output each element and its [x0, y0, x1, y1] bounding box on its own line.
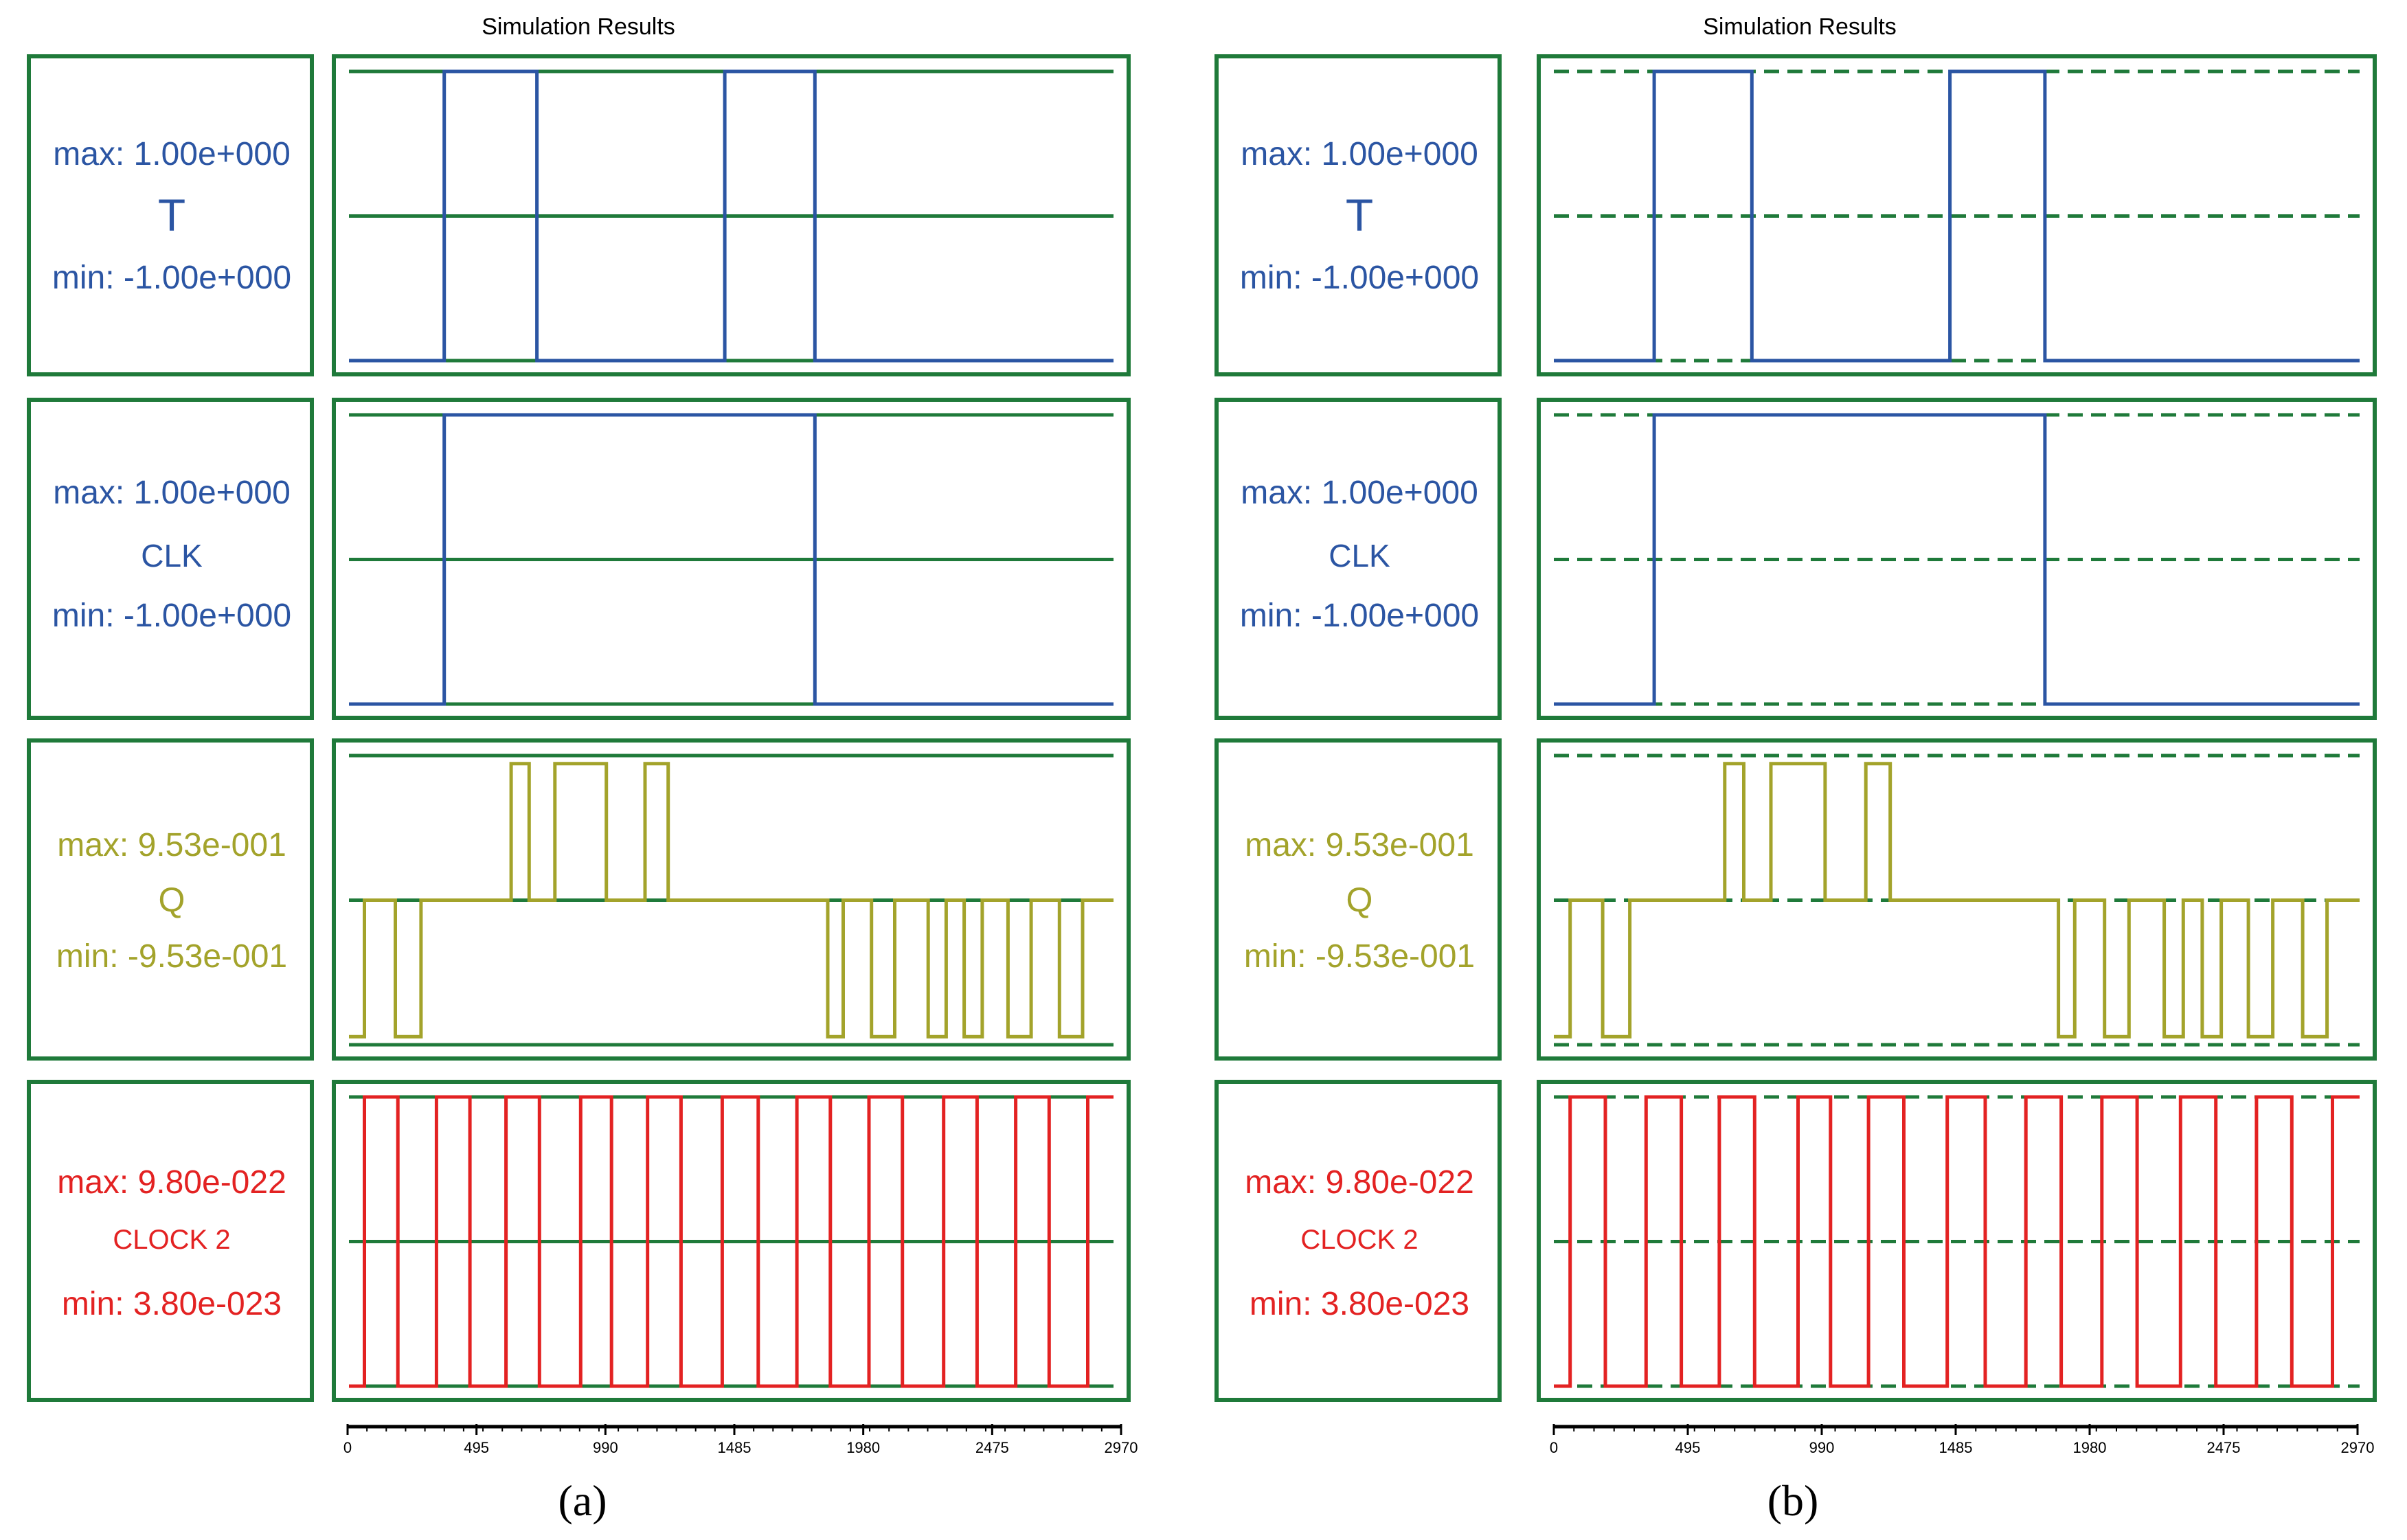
tick-label: 2475 [2207, 1439, 2241, 1456]
label-box [1214, 54, 1502, 376]
tick-label: 990 [1809, 1439, 1835, 1456]
label-box [27, 1080, 314, 1402]
label-box [27, 54, 314, 376]
max-label: max: 9.80e-022 [1245, 1164, 1474, 1201]
signal-name: T [158, 190, 185, 240]
plot-box [332, 398, 1131, 720]
signal-name: T [1346, 190, 1373, 240]
max-label: max: 1.00e+000 [53, 475, 291, 511]
signal-trace [1554, 413, 2360, 706]
signal-trace [1554, 762, 2360, 1039]
plot-box [332, 738, 1131, 1061]
tick-label: 1980 [846, 1439, 880, 1456]
plot-box [1537, 738, 2377, 1061]
min-label: min: -1.00e+000 [52, 260, 291, 296]
tick-label: 1485 [718, 1439, 752, 1456]
min-label: min: -1.00e+000 [1240, 598, 1479, 634]
tick-label: 990 [593, 1439, 618, 1456]
min-label: min: -1.00e+000 [52, 598, 291, 634]
max-label: max: 9.80e-022 [57, 1164, 286, 1201]
signal-name: CLK [141, 538, 203, 574]
label-box [1214, 738, 1502, 1061]
max-label: max: 9.53e-001 [1245, 827, 1474, 863]
max-label: max: 1.00e+000 [53, 136, 291, 172]
plot-box [1537, 398, 2377, 720]
signal-name: Q [1346, 881, 1373, 919]
chart-title: Simulation Results [1703, 14, 1897, 40]
signal-name: Q [159, 881, 185, 919]
signal-name: CLOCK 2 [113, 1225, 230, 1255]
tick-label: 0 [343, 1439, 352, 1456]
signal-trace [349, 1095, 1114, 1388]
signal-name: CLK [1329, 538, 1390, 574]
min-label: min: 3.80e-023 [62, 1286, 282, 1322]
tick-label: 2970 [2341, 1439, 2375, 1456]
tick-label: 495 [464, 1439, 489, 1456]
panel-label: (b) [1767, 1476, 1819, 1525]
label-box [27, 398, 314, 720]
label-box [1214, 398, 1502, 720]
signal-trace [349, 69, 1114, 363]
tick-label: 2970 [1105, 1439, 1138, 1456]
min-label: min: 3.80e-023 [1250, 1286, 1469, 1322]
chart-title: Simulation Results [482, 14, 675, 40]
max-label: max: 1.00e+000 [1241, 475, 1478, 511]
plot-box [332, 1080, 1131, 1402]
min-label: min: -9.53e-001 [1244, 938, 1475, 975]
plot-box [1537, 54, 2377, 376]
tick-label: 2475 [975, 1439, 1009, 1456]
signal-trace [1554, 69, 2360, 363]
plot-box [1537, 1080, 2377, 1402]
tick-label: 1980 [2073, 1439, 2107, 1456]
signal-name: CLOCK 2 [1300, 1225, 1418, 1255]
tick-label: 1485 [1939, 1439, 1973, 1456]
max-label: max: 1.00e+000 [1241, 136, 1478, 172]
signal-trace [1554, 1095, 2360, 1388]
signal-trace [349, 762, 1114, 1039]
tick-label: 495 [1675, 1439, 1701, 1456]
signal-trace [349, 413, 1114, 706]
panel-label: (a) [558, 1476, 607, 1525]
tick-label: 0 [1550, 1439, 1558, 1456]
label-box [27, 738, 314, 1061]
min-label: min: -9.53e-001 [56, 938, 287, 975]
plot-box [332, 54, 1131, 376]
max-label: max: 9.53e-001 [57, 827, 286, 863]
min-label: min: -1.00e+000 [1240, 260, 1479, 296]
label-box [1214, 1080, 1502, 1402]
